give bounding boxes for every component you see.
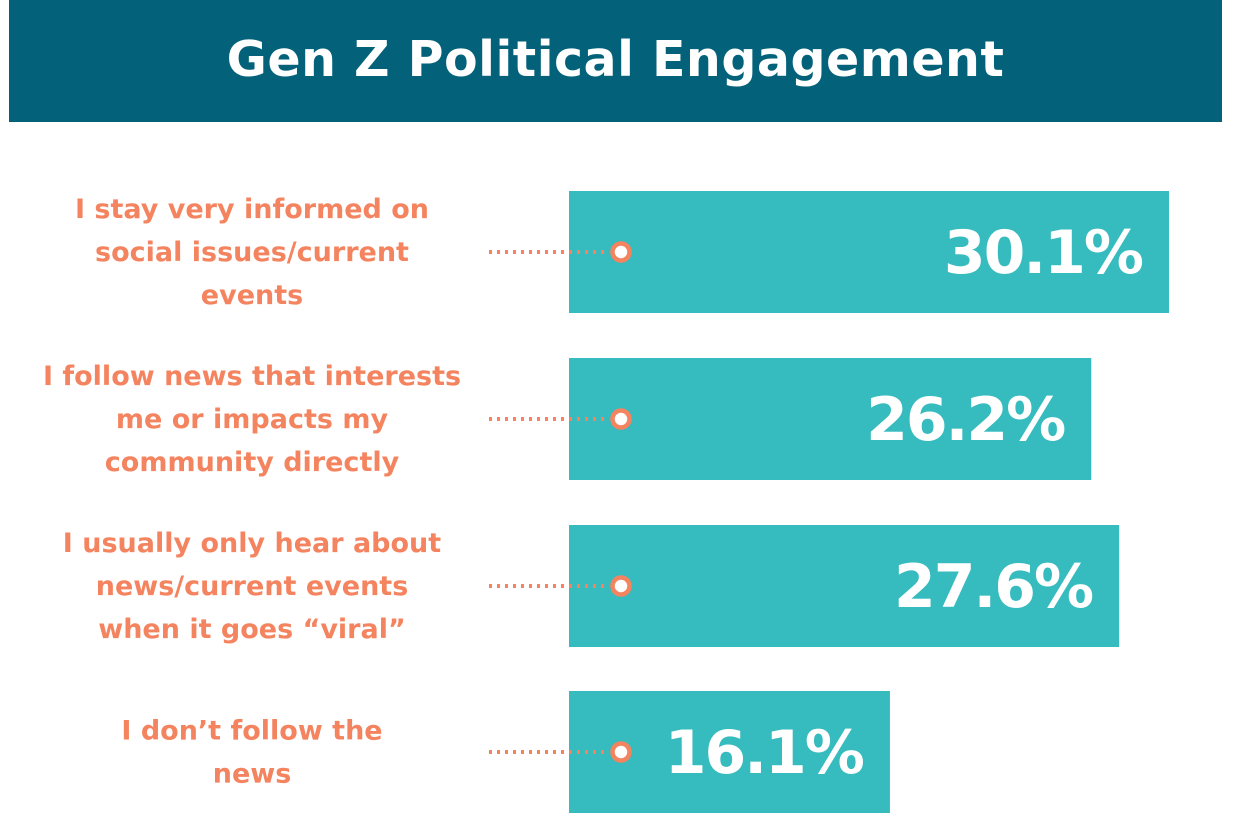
chart-header: Gen Z Political Engagement (9, 0, 1222, 122)
category-label-line: me or impacts my (116, 404, 389, 435)
leader-end-marker (610, 575, 632, 597)
category-label: I don’t follow the news (121, 716, 382, 790)
category-label: I stay very informed on social issues/cur… (75, 194, 429, 311)
category-label: I follow news that interests me or impact… (43, 361, 461, 478)
category-label-line: news (213, 759, 292, 790)
leader-end-marker (610, 408, 632, 430)
value-label: 27.6% (894, 552, 1093, 622)
leader-end-marker (610, 241, 632, 263)
bar (569, 525, 1120, 647)
category-label-line: I usually only hear about (63, 528, 442, 559)
chart-title: Gen Z Political Engagement (226, 30, 1005, 88)
bar (569, 358, 1092, 480)
leader-end-marker (610, 741, 632, 763)
category-label-line: news/current events (96, 571, 409, 602)
value-label: 26.2% (866, 385, 1065, 455)
category-label-line: I follow news that interests (43, 361, 461, 392)
category-label-line: I don’t follow the (121, 716, 382, 747)
value-label: 30.1% (944, 218, 1143, 288)
category-label-line: events (201, 280, 303, 311)
category-label-line: I stay very informed on (75, 194, 429, 225)
category-label-line: community directly (105, 447, 400, 478)
value-label: 16.1% (665, 718, 864, 788)
category-label-line: when it goes “viral” (98, 614, 405, 645)
bar (569, 191, 1169, 313)
category-label-line: social issues/current (95, 237, 409, 268)
category-label: I usually only hear about news/current ev… (63, 528, 442, 645)
